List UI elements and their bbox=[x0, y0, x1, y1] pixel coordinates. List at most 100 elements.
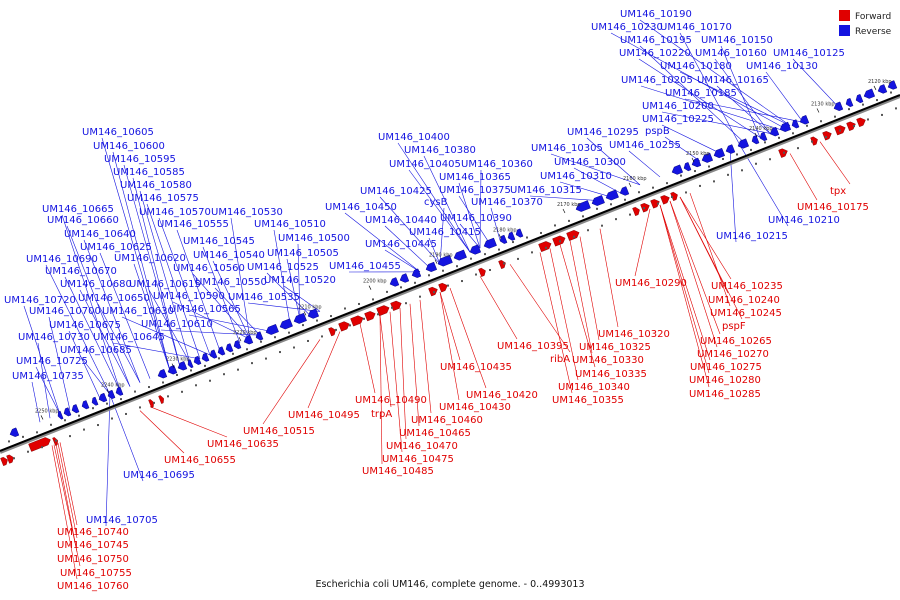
track-dot bbox=[260, 340, 262, 343]
gene-arrow-shape bbox=[307, 308, 320, 319]
reverse-gene-arrow bbox=[81, 400, 90, 410]
reverse-gene-label: UM146_10405 bbox=[389, 159, 461, 170]
reverse-gene-leader bbox=[146, 203, 201, 359]
forward-gene-label: UM146_10465 bbox=[399, 428, 471, 439]
track-dot bbox=[484, 253, 486, 256]
gene-arrow-shape bbox=[425, 261, 438, 272]
reverse-gene-label: UM146_10580 bbox=[120, 180, 192, 191]
track-dot bbox=[461, 280, 463, 283]
gene-arrow-shape bbox=[177, 361, 188, 371]
gene-arrow-shape bbox=[632, 206, 640, 217]
reverse-gene-leader bbox=[550, 153, 641, 186]
reverse-gene-label: UM146_10575 bbox=[127, 193, 199, 204]
track-dot bbox=[447, 284, 449, 287]
gene-arrow-shape bbox=[575, 200, 591, 212]
reverse-gene-leader bbox=[573, 167, 621, 194]
track-dot bbox=[414, 281, 416, 284]
reverse-gene-label: UM146_10210 bbox=[768, 215, 840, 226]
forward-gene-arrow bbox=[552, 235, 566, 247]
forward-gene-label: UM146_10475 bbox=[382, 454, 454, 465]
reverse-gene-arrow bbox=[91, 396, 99, 406]
gene-arrow-shape bbox=[660, 195, 670, 205]
reverse-gene-arrow bbox=[605, 189, 619, 201]
forward-gene-arrow bbox=[632, 206, 640, 217]
reverse-gene-leader bbox=[97, 303, 141, 383]
track-dot bbox=[442, 269, 444, 272]
reverse-gene-label: UM146_10695 bbox=[123, 470, 195, 481]
reverse-gene-arrow bbox=[193, 355, 202, 365]
reverse-gene-arrow bbox=[71, 404, 80, 414]
reverse-gene-leader bbox=[679, 71, 791, 126]
track-dot bbox=[853, 124, 855, 127]
reverse-gene-leader bbox=[247, 302, 321, 312]
track-dot bbox=[736, 153, 738, 156]
reverse-gene-arrow bbox=[759, 132, 768, 142]
reverse-gene-arrow bbox=[769, 126, 780, 137]
reverse-gene-leader bbox=[739, 145, 789, 227]
track-dot bbox=[624, 198, 626, 201]
reverse-gene-leader bbox=[266, 272, 311, 316]
reverse-gene-leader bbox=[559, 181, 611, 197]
reverse-gene-leader bbox=[109, 394, 144, 482]
track-dot bbox=[363, 317, 365, 320]
reverse-gene-label: UM146_10225 bbox=[642, 114, 714, 125]
track-dot bbox=[386, 290, 388, 293]
forward-gene-arrow bbox=[566, 230, 580, 241]
reverse-gene-arrow bbox=[279, 318, 293, 330]
legend-reverse-label: Reverse bbox=[855, 27, 892, 37]
reverse-gene-label: UM146_10185 bbox=[665, 88, 737, 99]
track-dot bbox=[638, 191, 640, 194]
track-dot bbox=[671, 195, 673, 198]
reverse-gene-arrow bbox=[217, 346, 226, 356]
gene-arrow-shape bbox=[63, 407, 72, 417]
forward-gene-label: UM146_10330 bbox=[572, 355, 644, 366]
track-dot bbox=[848, 108, 850, 111]
forward-gene-label: UM146_10490 bbox=[355, 395, 427, 406]
track-dot bbox=[708, 165, 710, 168]
reverse-gene-label: UM146_10370 bbox=[471, 197, 543, 208]
reverse-gene-label: UM146_10735 bbox=[12, 371, 84, 382]
reverse-gene-leader bbox=[148, 289, 191, 363]
reverse-gene-label: UM146_10390 bbox=[440, 213, 512, 224]
gene-arrow-shape bbox=[6, 454, 14, 464]
track-dot bbox=[167, 395, 169, 398]
reverse-gene-label: UM146_10295 bbox=[567, 127, 639, 138]
kbp-tick-mark bbox=[873, 85, 877, 91]
track-dot bbox=[811, 140, 813, 143]
forward-gene-label: UM146_10430 bbox=[439, 402, 511, 413]
kbp-tick-label: 2200 kbp bbox=[363, 279, 387, 285]
track-dot bbox=[251, 362, 253, 365]
reverse-gene-arrow bbox=[483, 237, 497, 249]
forward-gene-label: UM146_10285 bbox=[689, 389, 761, 400]
gene-arrow-shape bbox=[478, 267, 486, 277]
forward-gene-label: UM146_10760 bbox=[57, 581, 129, 592]
gene-features bbox=[0, 80, 898, 467]
kbp-tick-label: 2150 kbp bbox=[686, 151, 710, 157]
gene-arrow-shape bbox=[670, 191, 678, 201]
forward-gene-leader bbox=[262, 339, 321, 425]
track-dot bbox=[540, 231, 542, 234]
reverse-gene-leader bbox=[35, 366, 61, 415]
reverse-gene-leader bbox=[423, 155, 471, 253]
forward-gene-arrow bbox=[158, 395, 164, 404]
reverse-gene-label: UM146_10555 bbox=[157, 219, 229, 230]
gene-arrow-shape bbox=[507, 231, 516, 241]
reverse-gene-label: UM146_10130 bbox=[746, 61, 818, 72]
reverse-gene-leader bbox=[123, 164, 181, 367]
kbp-tick-mark bbox=[628, 182, 632, 187]
track-dot bbox=[232, 352, 234, 355]
track-dot bbox=[895, 107, 897, 110]
track-dot bbox=[195, 384, 197, 387]
reverse-gene-arrow bbox=[425, 261, 438, 272]
gene-arrow-shape bbox=[390, 300, 402, 311]
forward-gene-label: UM146_10320 bbox=[598, 329, 670, 340]
gene-arrow-shape bbox=[71, 404, 80, 414]
kbp-tick-label: 2170 kbp bbox=[557, 202, 581, 208]
track-dot bbox=[400, 286, 402, 289]
forward-gene-leader bbox=[379, 315, 392, 408]
gene-arrow-shape bbox=[856, 117, 866, 128]
gene-arrow-shape bbox=[855, 94, 864, 104]
kbp-tick-label: 2220 kbp bbox=[233, 330, 257, 336]
forward-gene-arrow bbox=[834, 125, 846, 136]
forward-gene-label: UM146_10275 bbox=[690, 362, 762, 373]
